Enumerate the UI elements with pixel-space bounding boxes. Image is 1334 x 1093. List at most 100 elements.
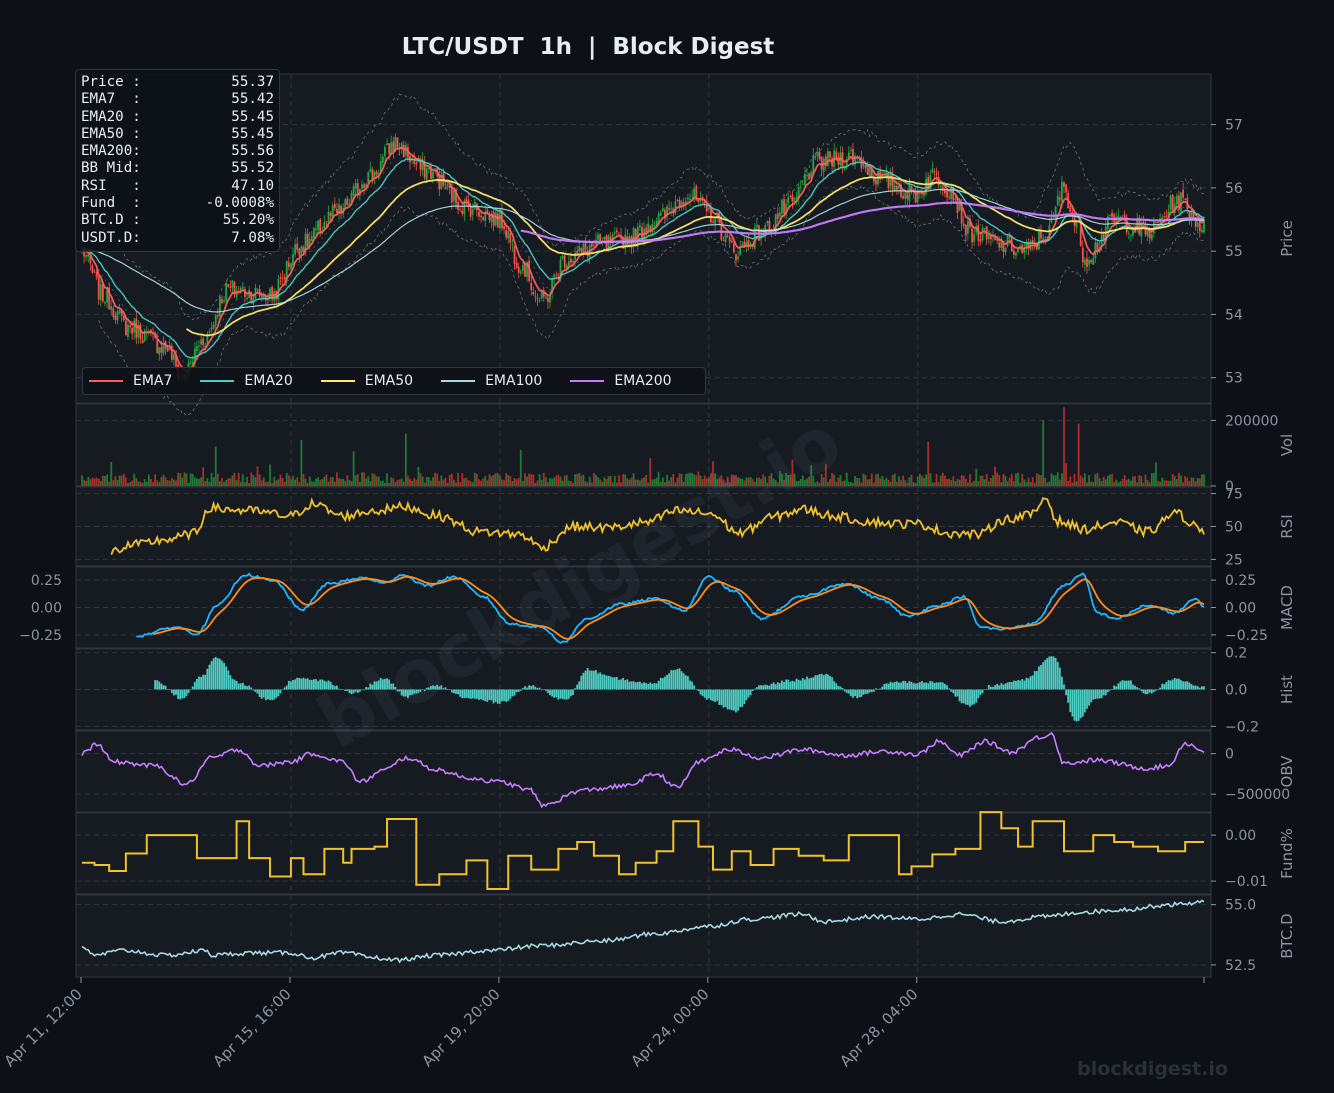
histogram-bar (613, 677, 616, 690)
volume-bar (958, 479, 961, 486)
histogram-bar (697, 689, 700, 691)
volume-bar (1119, 481, 1122, 486)
volume-bar (310, 481, 313, 486)
histogram-bar (448, 689, 451, 690)
volume-bar (883, 479, 886, 486)
legend-swatch (200, 380, 235, 382)
ema-legend: EMA7 EMA20 EMA50 EMA100 EMA200 (82, 367, 706, 395)
candle-body (308, 238, 311, 247)
histogram-bar (833, 681, 836, 690)
candle-body (1190, 210, 1193, 220)
volume-bar (375, 476, 378, 486)
volume-bar (747, 477, 750, 486)
volume-bar (710, 472, 712, 486)
histogram-bar (912, 683, 915, 690)
histogram-bar (388, 679, 391, 690)
histogram-bar (958, 689, 961, 702)
candle-body (572, 261, 574, 262)
volume-bar (989, 478, 992, 486)
volume-bar (133, 473, 136, 486)
y-tick-label: 0.0 (1225, 683, 1247, 699)
candle-body (728, 237, 731, 242)
volume-bar (170, 477, 173, 486)
candle-body (373, 171, 376, 179)
volume-bar (1113, 482, 1116, 486)
candle-body (463, 200, 466, 215)
volume-bar (300, 440, 303, 486)
volume-bar (893, 473, 896, 486)
histogram-bar (381, 679, 384, 690)
histogram-bar (237, 683, 240, 690)
volume-bar (1096, 472, 1099, 486)
candle-body (388, 143, 391, 154)
candle-body (469, 205, 472, 217)
volume-bar (206, 478, 209, 486)
candle-body (987, 235, 990, 239)
volume-bar (799, 478, 802, 486)
histogram-bar (935, 682, 938, 690)
histogram-bar (1119, 681, 1122, 690)
volume-bar (1180, 475, 1182, 486)
candle-body (597, 235, 599, 240)
volume-bar (921, 475, 923, 486)
candle-body (325, 221, 328, 223)
candle-body (906, 194, 909, 200)
volume-bar (749, 477, 752, 486)
volume-bar (488, 474, 491, 486)
volume-bar (298, 482, 301, 486)
histogram-bar (294, 679, 297, 690)
volume-bar (290, 479, 292, 486)
volume-bar (367, 475, 370, 486)
candle-body (866, 167, 869, 175)
histogram-bar (994, 685, 996, 690)
volume-bar (620, 482, 622, 486)
histogram-bar (622, 677, 625, 690)
volume-bar (835, 481, 838, 486)
y-tick-label: 0 (1225, 479, 1234, 495)
candle-body (212, 324, 215, 329)
histogram-bar (881, 686, 884, 690)
candle-body (544, 296, 547, 299)
histogram-bar (313, 679, 315, 690)
candle-body (139, 324, 142, 340)
volume-bar (964, 478, 967, 486)
candle-body (384, 147, 386, 157)
histogram-bar (1067, 689, 1070, 703)
candle-body (1203, 219, 1205, 233)
volume-bar (1015, 473, 1017, 486)
volume-bar (904, 480, 907, 486)
volume-bar (806, 478, 808, 486)
candle-body (532, 292, 535, 295)
candle-body (812, 154, 815, 174)
candle-body (336, 209, 338, 214)
volume-bar (442, 479, 445, 486)
histogram-bar (246, 686, 248, 690)
candle-body (369, 168, 372, 172)
candle-body (528, 260, 531, 281)
histogram-bar (563, 689, 566, 700)
candle-body (285, 260, 288, 282)
candle-body (120, 310, 123, 316)
candle-body (536, 298, 539, 299)
histogram-bar (1148, 689, 1151, 693)
volume-bar (340, 478, 342, 486)
volume-bar (262, 477, 265, 486)
legend-item-ema100: EMA100 (441, 373, 542, 389)
volume-bar (804, 480, 806, 486)
candle-body (95, 271, 98, 278)
volume-bar (1010, 474, 1013, 486)
candle-body (743, 241, 746, 248)
volume-bar (822, 477, 825, 486)
volume-bar (283, 481, 286, 486)
y-tick-label: 52.5 (1225, 958, 1256, 974)
volume-bar (116, 480, 119, 486)
candle-body (170, 346, 173, 360)
candle-body (770, 229, 773, 235)
candle-body (599, 233, 602, 243)
histogram-bar (430, 686, 432, 690)
info-box: Price :55.37 EMA7 :55.42 EMA20 :55.45 EM… (75, 69, 280, 252)
candle-body (641, 226, 643, 240)
histogram-bar (361, 689, 363, 691)
histogram-bar (1027, 678, 1030, 690)
volume-bar (1194, 481, 1197, 486)
